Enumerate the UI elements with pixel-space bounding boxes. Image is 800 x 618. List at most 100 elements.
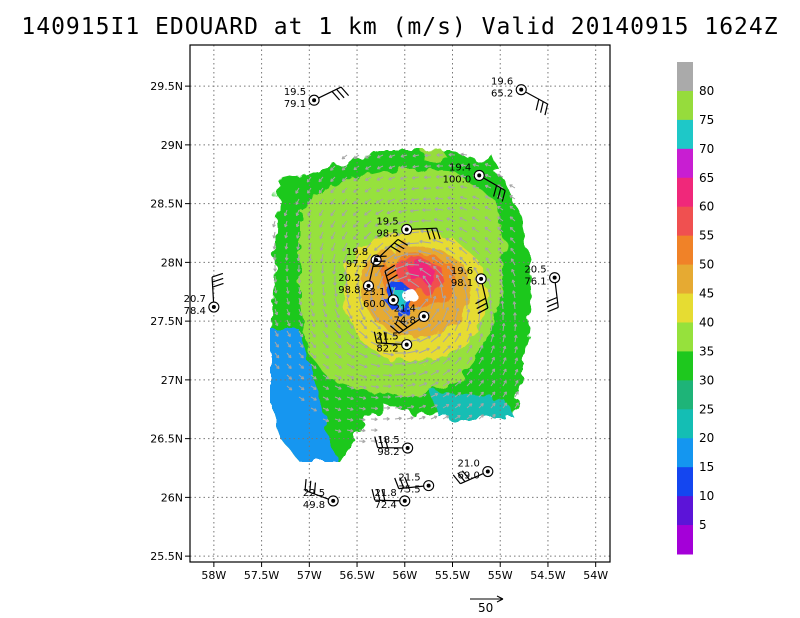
- dropsonde: 19.598.5: [376, 216, 441, 240]
- dropsonde-wind-label: 21.5: [376, 332, 398, 343]
- dropsonde-marker-dot: [402, 498, 407, 503]
- wind-barb-feather: [340, 86, 350, 96]
- dropsonde-marker-dot: [485, 469, 490, 474]
- wind-barb-feather: [313, 482, 317, 494]
- wind-vector: [286, 385, 293, 391]
- wind-vector: [286, 330, 291, 338]
- wind-vector: [445, 237, 456, 244]
- wind-vector: [330, 220, 336, 228]
- wind-vector: [484, 195, 492, 200]
- wind-vector: [436, 164, 444, 168]
- wind-vector: [484, 216, 492, 222]
- wind-vector: [353, 154, 360, 159]
- colorbar-swatch: [677, 351, 693, 381]
- wind-vector: [430, 415, 438, 420]
- lon-tick-label: 56.5W: [339, 569, 374, 582]
- wind-vector: [370, 417, 378, 422]
- wind-vector: [410, 208, 420, 213]
- wind-vector: [346, 428, 354, 433]
- wind-vector: [382, 363, 393, 367]
- wind-vector: [310, 407, 317, 412]
- wind-vector: [388, 154, 396, 159]
- wind-vector: [484, 206, 492, 211]
- wind-barb-feather: [476, 302, 488, 310]
- dropsonde-marker-dot: [331, 498, 336, 503]
- wind-vector: [346, 418, 354, 422]
- wind-vector: [284, 253, 289, 261]
- wind-vector: [385, 220, 396, 226]
- wind-vector: [295, 220, 300, 228]
- wind-vector: [497, 237, 504, 244]
- wind-vector: [490, 380, 496, 387]
- wind-vector: [442, 369, 451, 376]
- wind-vector: [513, 323, 518, 332]
- wind-vector: [420, 229, 432, 234]
- wind-vector: [446, 217, 456, 222]
- wind-vector: [370, 395, 379, 400]
- wind-vector: [484, 226, 492, 233]
- wind-vector: [419, 239, 432, 244]
- wind-vector: [400, 165, 408, 169]
- wind-vector: [370, 363, 381, 368]
- dropsonde: 22.549.8: [303, 479, 339, 511]
- wind-vector: [352, 220, 360, 228]
- wind-vector: [370, 374, 380, 379]
- wind-vector: [424, 153, 432, 158]
- wind-vector: [272, 242, 277, 250]
- wind-vector: [424, 164, 432, 169]
- wind-vector: [511, 268, 516, 277]
- wind-vector: [319, 220, 324, 228]
- wind-vector: [273, 264, 277, 272]
- wind-barb-feather: [387, 274, 398, 282]
- wind-vector: [286, 352, 292, 359]
- wind-barb-feather: [371, 488, 376, 501]
- wind-vector: [358, 297, 364, 311]
- wind-barb-feather: [436, 227, 441, 240]
- wind-vector: [487, 288, 492, 299]
- wind-vector: [502, 380, 507, 387]
- wind-vector: [387, 198, 396, 203]
- wind-vector: [298, 363, 305, 369]
- wind-barb-feather: [379, 436, 384, 448]
- wind-barb-feather: [211, 272, 224, 278]
- dropsonde-pressure-label: 82.2: [376, 344, 398, 355]
- colorbar-swatch: [677, 177, 693, 208]
- wind-vector: [484, 184, 492, 189]
- wind-vector: [358, 341, 368, 349]
- wind-vector: [284, 231, 288, 239]
- lat-tick-label: 28.5N: [150, 198, 183, 211]
- wind-vector: [320, 264, 325, 274]
- lat-tick-label: 26N: [161, 491, 183, 504]
- wind-vector: [334, 352, 342, 359]
- wind-barb-feather: [475, 297, 486, 305]
- dropsonde-pressure-label: 65.2: [491, 89, 513, 100]
- wind-vector: [513, 312, 517, 321]
- colorbar-swatch: [677, 467, 693, 497]
- wind-vector: [418, 415, 426, 420]
- dropsonde: 21.069.0: [452, 459, 494, 485]
- lon-tick-label: 56W: [392, 569, 417, 582]
- dropsonde: 21.582.2: [373, 331, 413, 355]
- wind-vector: [331, 242, 336, 252]
- wind-vector: [343, 264, 348, 276]
- wind-vector: [356, 275, 360, 289]
- wind-barb-feather: [493, 185, 498, 197]
- dropsonde-wind-label: 21.4: [394, 303, 416, 314]
- wind-vector: [334, 286, 338, 297]
- wind-vector: [478, 368, 484, 376]
- wind-vector: [298, 374, 305, 380]
- wind-vector: [310, 286, 314, 296]
- wind-vector: [465, 297, 469, 310]
- wind-vector: [418, 382, 428, 387]
- colorbar-swatch: [677, 235, 693, 266]
- dropsonde-marker-dot: [519, 87, 524, 92]
- wind-vector: [418, 359, 429, 365]
- dropsonde-wind-label: 22.5: [303, 488, 325, 499]
- wind-vector: [387, 187, 396, 192]
- colorbar-label: 70: [699, 142, 714, 156]
- dropsonde: 23.160.0: [363, 264, 399, 310]
- dropsonde-wind-label: 20.7: [184, 294, 206, 305]
- wind-barb-feather: [378, 331, 383, 344]
- wind-vector: [490, 368, 496, 376]
- wind-vector: [509, 195, 516, 200]
